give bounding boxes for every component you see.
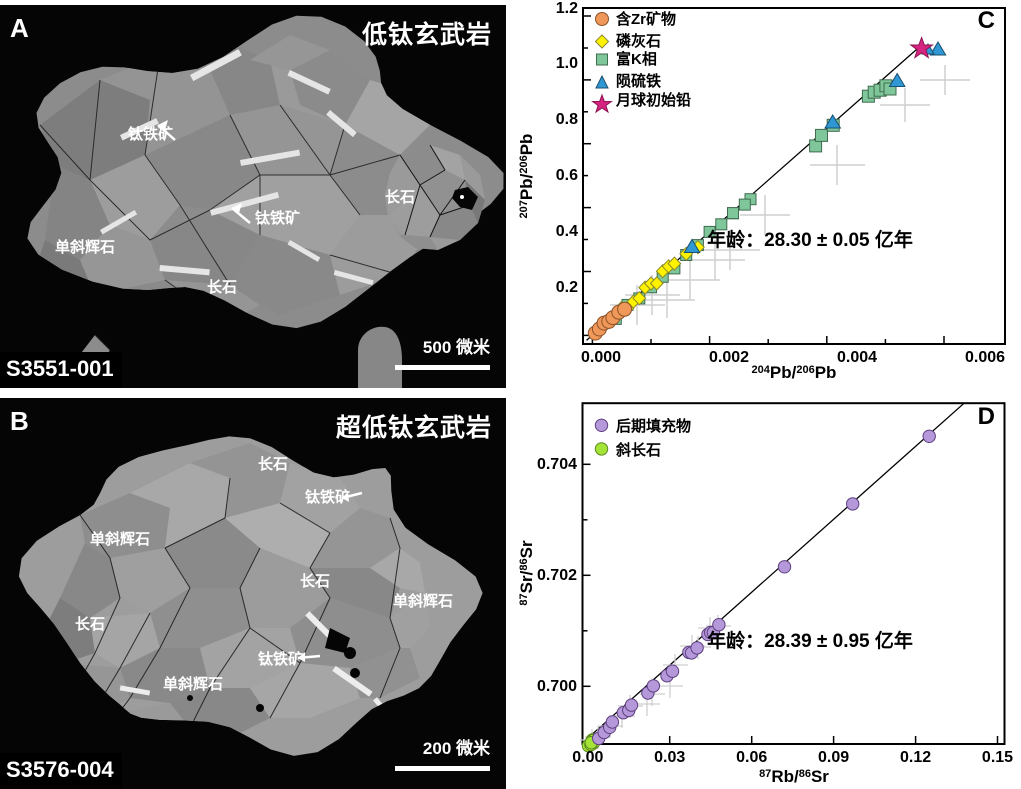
svg-text:C: C [978, 7, 995, 34]
svg-text:0.8: 0.8 [556, 111, 578, 128]
svg-text:0.00: 0.00 [572, 749, 603, 766]
svg-text:0.704: 0.704 [537, 456, 577, 473]
svg-text:204Pb/206Pb: 204Pb/206Pb [752, 363, 837, 382]
svg-text:0.002: 0.002 [709, 349, 749, 366]
svg-text:0.4: 0.4 [556, 223, 578, 240]
svg-text:0.004: 0.004 [837, 349, 877, 366]
svg-text:1.2: 1.2 [556, 0, 578, 17]
svg-text:0.09: 0.09 [818, 749, 849, 766]
svg-text:0.006: 0.006 [965, 349, 1005, 366]
svg-text:磷灰石: 磷灰石 [616, 32, 661, 50]
svg-text:含Zr矿物: 含Zr矿物 [616, 10, 676, 28]
svg-text:富K相: 富K相 [616, 50, 657, 68]
svg-text:1.0: 1.0 [556, 55, 578, 72]
svg-text:0.6: 0.6 [556, 167, 578, 184]
svg-text:年龄：28.30 ± 0.05 亿年: 年龄：28.30 ± 0.05 亿年 [707, 228, 913, 251]
svg-text:0.700: 0.700 [537, 678, 577, 695]
svg-text:0.12: 0.12 [900, 749, 931, 766]
svg-text:后期填充物: 后期填充物 [616, 417, 691, 435]
svg-text:0.03: 0.03 [654, 749, 685, 766]
svg-text:陨硫铁: 陨硫铁 [616, 72, 661, 90]
svg-text:0.2: 0.2 [556, 279, 578, 296]
svg-text:207Pb/206Pb: 207Pb/206Pb [517, 134, 536, 219]
svg-text:87Sr/86Sr: 87Sr/86Sr [517, 540, 536, 606]
svg-text:0.702: 0.702 [537, 567, 577, 584]
svg-text:0.15: 0.15 [982, 749, 1013, 766]
svg-text:D: D [978, 403, 995, 430]
svg-text:斜长石: 斜长石 [615, 441, 661, 459]
svg-text:87Rb/86Sr: 87Rb/86Sr [759, 767, 829, 786]
svg-text:年龄：28.39 ± 0.95 亿年: 年龄：28.39 ± 0.95 亿年 [707, 629, 913, 652]
svg-text:0.000: 0.000 [581, 349, 621, 366]
svg-text:0.06: 0.06 [736, 749, 767, 766]
svg-text:月球初始铅: 月球初始铅 [615, 91, 691, 109]
